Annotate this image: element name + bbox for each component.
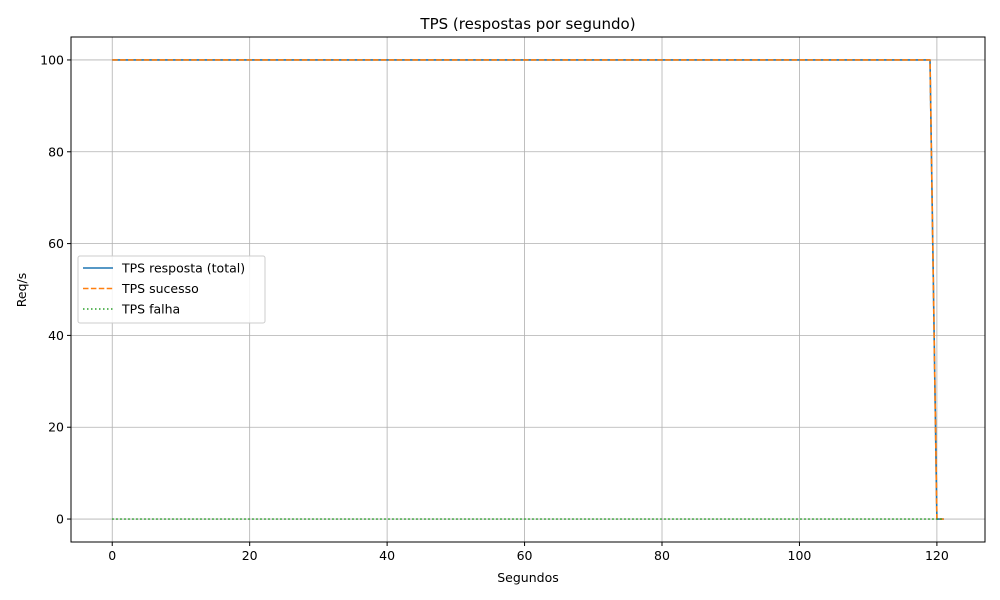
x-tick-label: 100	[788, 548, 812, 563]
legend-box	[77, 255, 266, 324]
legend-label-2: TPS sucesso	[121, 281, 199, 296]
x-tick-label: 80	[654, 548, 670, 563]
y-tick-label: 0	[56, 512, 64, 527]
legend-label-3: TPS falha	[121, 302, 180, 317]
y-tick-label: 20	[48, 420, 64, 435]
y-tick-label: 60	[48, 236, 64, 251]
legend: TPS resposta (total) TPS sucesso TPS falha	[77, 255, 266, 324]
x-axis-label: Segundos	[497, 570, 559, 585]
y-axis-ticks: 0 20 40 60 80 100	[40, 52, 71, 527]
chart-title: TPS (respostas por segundo)	[419, 15, 635, 33]
plot-frame	[70, 36, 986, 543]
x-tick-label: 120	[925, 548, 949, 563]
series-layer	[112, 59, 944, 520]
x-axis-ticks: 0 20 40 60 80 100 120	[108, 542, 949, 563]
legend-label-1: TPS resposta (total)	[121, 261, 245, 276]
x-tick-label: 40	[379, 548, 395, 563]
x-tick-label: 20	[242, 548, 258, 563]
y-tick-label: 40	[48, 328, 64, 343]
y-axis-label: Req/s	[14, 273, 29, 307]
y-tick-label: 100	[40, 52, 64, 67]
x-tick-label: 60	[517, 548, 533, 563]
y-tick-label: 80	[48, 144, 64, 159]
x-tick-label: 0	[108, 548, 116, 563]
